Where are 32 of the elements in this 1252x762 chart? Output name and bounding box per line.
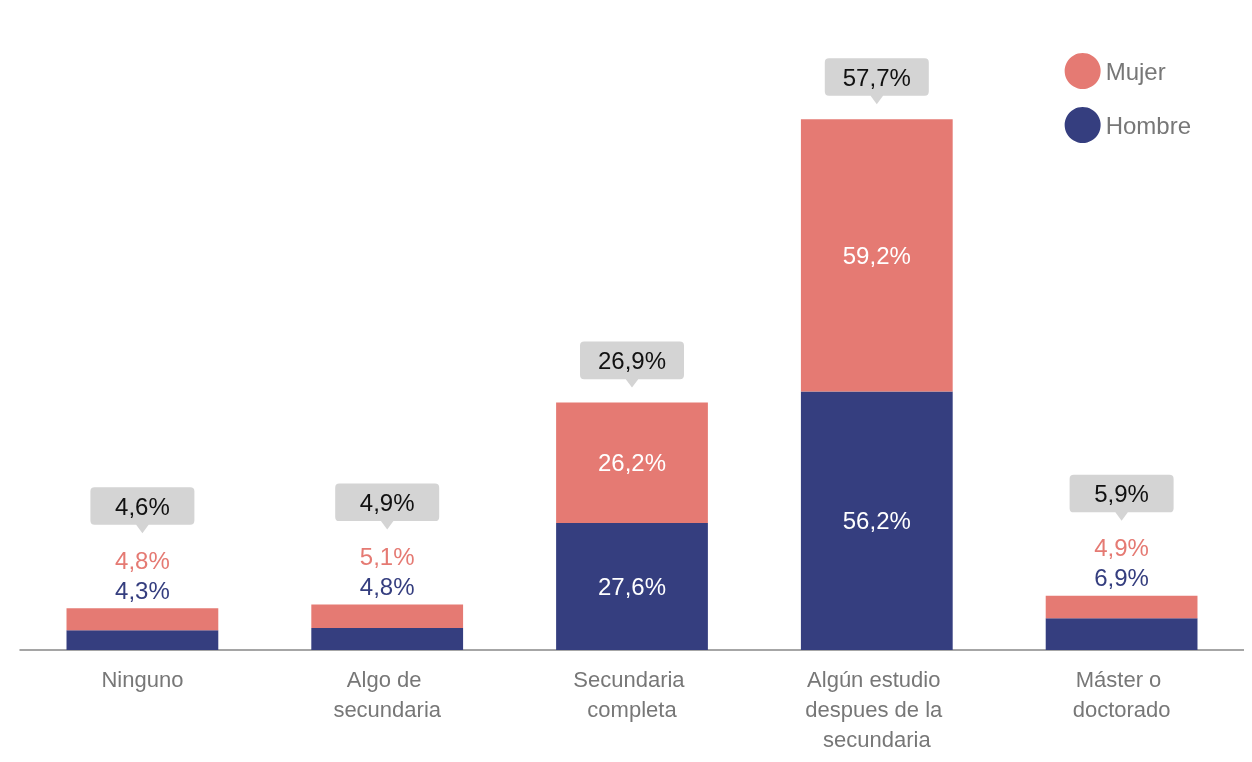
bar bbox=[800, 119, 953, 392]
bar bbox=[66, 608, 219, 631]
data-label: 59,2% bbox=[842, 241, 911, 269]
data-label: 5,1% bbox=[359, 542, 415, 570]
bar bbox=[66, 630, 219, 650]
data-label: 4,9% bbox=[1094, 534, 1149, 562]
bar bbox=[800, 391, 953, 650]
x-tick-label: Máster o doctorado bbox=[1072, 666, 1171, 722]
legend-label: Mujer bbox=[1105, 57, 1166, 85]
data-label: 26,2% bbox=[597, 449, 667, 477]
data-label: 4,3% bbox=[115, 576, 170, 604]
bar bbox=[1045, 595, 1198, 619]
bar bbox=[311, 604, 464, 628]
x-tick-label: Algo de secundaria bbox=[333, 666, 442, 722]
bar bbox=[311, 627, 464, 650]
bar bbox=[556, 523, 708, 650]
data-label: 4,8% bbox=[115, 546, 170, 574]
annotation: 26,9% bbox=[597, 347, 667, 375]
bar bbox=[556, 402, 708, 524]
annotation: 4,9% bbox=[359, 488, 415, 516]
text: 57,7% bbox=[842, 63, 911, 91]
bar bbox=[1045, 618, 1198, 650]
annotation: 4,6% bbox=[115, 492, 170, 520]
legend-label: Hombre bbox=[1105, 111, 1191, 139]
annotation: 5,9% bbox=[1094, 480, 1149, 508]
x-tick-label: Secundaria completa bbox=[573, 666, 691, 722]
x-tick-label: Ninguno bbox=[101, 666, 184, 692]
data-label: 4,8% bbox=[359, 572, 415, 600]
data-label: 6,9% bbox=[1094, 564, 1149, 592]
x-tick-label: Algún estudio despues de la secundaria bbox=[805, 666, 949, 752]
data-label: 56,2% bbox=[842, 507, 911, 535]
data-label: 27,6% bbox=[597, 573, 667, 601]
